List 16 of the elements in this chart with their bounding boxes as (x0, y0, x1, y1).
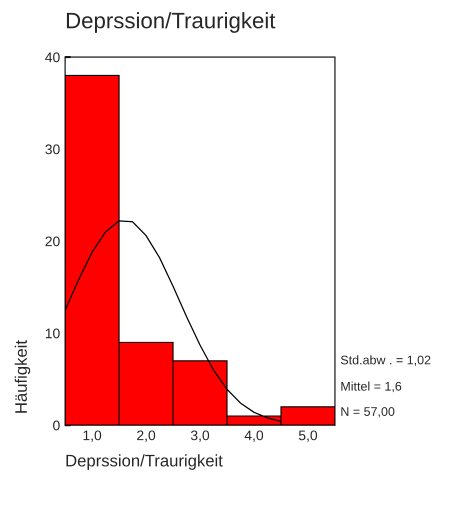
chart-title: Deprssion/Traurigkeit (66, 12, 276, 33)
y-tick-label: 40 (45, 52, 60, 62)
x-tick-label: 3,0 (190, 430, 210, 442)
y-axis-title: Häufigkeit (14, 340, 30, 413)
text: Std.abw . = 1,02 (340, 355, 430, 366)
x-tick-label: 1,0 (83, 430, 102, 442)
text: Mittel = 1,6 (341, 382, 402, 392)
y-tick-label: 0 (53, 420, 60, 430)
x-axis-title: Deprssion/Traurigkeit (66, 454, 223, 470)
x-tick-label: 5,0 (298, 430, 318, 442)
y-tick-label: 20 (45, 236, 60, 246)
x-tick-label: 4,0 (244, 430, 264, 442)
x-tick-label: 2,0 (137, 430, 156, 442)
text: N = 57,00 (341, 407, 394, 418)
y-tick-label: 10 (46, 328, 60, 338)
y-tick-label: 30 (45, 144, 60, 154)
